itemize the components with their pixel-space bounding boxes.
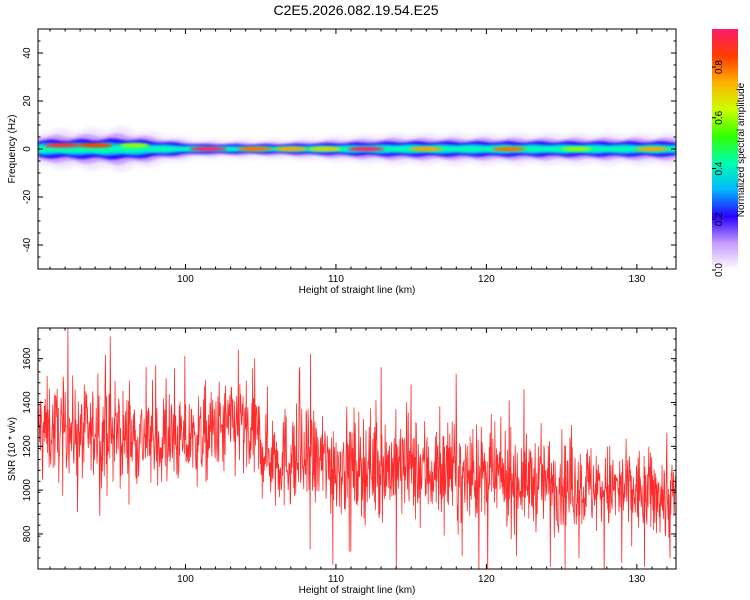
spectral-hotspot	[44, 143, 81, 148]
colorbar-tick-label: 0.4	[714, 161, 725, 175]
colorbar-tick-label: 0.0	[714, 263, 725, 277]
colorbar-tick-label: 0.8	[714, 60, 725, 74]
snr-series-line	[38, 328, 676, 569]
x-tick-label: 110	[328, 274, 344, 285]
spectral-hotspot	[491, 146, 526, 152]
colorbar-tick-label: 0.2	[714, 212, 725, 226]
spectrogram-ticks: 100 110 120 130 -40 -20 0 20 40	[22, 28, 676, 285]
y-tick-label: 1200	[22, 435, 33, 458]
spectral-hotspot	[77, 143, 113, 148]
x-tick-label: 110	[328, 574, 344, 585]
y-tick-label: 1600	[22, 347, 33, 370]
colorbar-label: Normalized spectral amplitude	[736, 82, 747, 217]
spectral-hotspot	[561, 146, 592, 152]
x-tick-label: 120	[478, 274, 495, 285]
snr-ticks: 100 110 120 130 800 1000 1200 1400 1600	[22, 327, 676, 585]
y-tick-label: 20	[22, 95, 33, 107]
snr-x-axis-title: Height of straight line (km)	[299, 585, 416, 596]
y-tick-label: -20	[22, 189, 33, 204]
y-tick-label: -40	[22, 237, 33, 252]
y-tick-label: 1400	[22, 391, 33, 414]
spectrogram-x-axis-title: Height of straight line (km)	[299, 285, 416, 296]
spectral-hotspot	[274, 146, 308, 152]
spectral-hotspot	[409, 146, 443, 152]
spectral-hotspot	[347, 146, 385, 152]
snr-frame	[37, 327, 677, 570]
spectrogram-y-axis-title: Frequency (Hz)	[7, 115, 18, 184]
spectral-hotspot	[189, 146, 227, 152]
x-tick-label: 130	[629, 574, 646, 585]
colorbar-gradient	[712, 29, 738, 270]
x-tick-label: 100	[177, 274, 194, 285]
x-tick-label: 120	[478, 574, 495, 585]
spectrogram-panel: 100 110 120 130 -40 -20 0 20 40 Height of straig…	[7, 28, 677, 296]
y-tick-label: 800	[22, 525, 33, 542]
snr-y-axis-title: SNR (10 * v/v)	[7, 417, 18, 481]
snr-panel: 100 110 120 130 800 1000 1200 1400 1600 Height o…	[7, 327, 677, 596]
y-tick-label: 1000	[22, 479, 33, 502]
colorbar-ticks: 0.0 0.2 0.4 0.6 0.8	[712, 60, 725, 277]
x-tick-label: 130	[629, 274, 646, 285]
spectrogram-heatmap	[38, 126, 676, 172]
spectral-hotspot	[635, 146, 669, 152]
spectral-hotspot	[309, 146, 342, 152]
y-tick-label: 0	[22, 146, 33, 152]
y-tick-label: 40	[22, 47, 33, 59]
spectral-hotspot	[237, 146, 272, 152]
spectral-hotspot	[119, 143, 150, 148]
colorbar: 0.0 0.2 0.4 0.6 0.8 Normalized spectral ampl…	[712, 29, 747, 277]
x-tick-label: 100	[177, 574, 194, 585]
colorbar-tick-label: 0.6	[714, 110, 725, 124]
page-title: C2E5.2026.082.19.54.E25	[273, 2, 439, 18]
